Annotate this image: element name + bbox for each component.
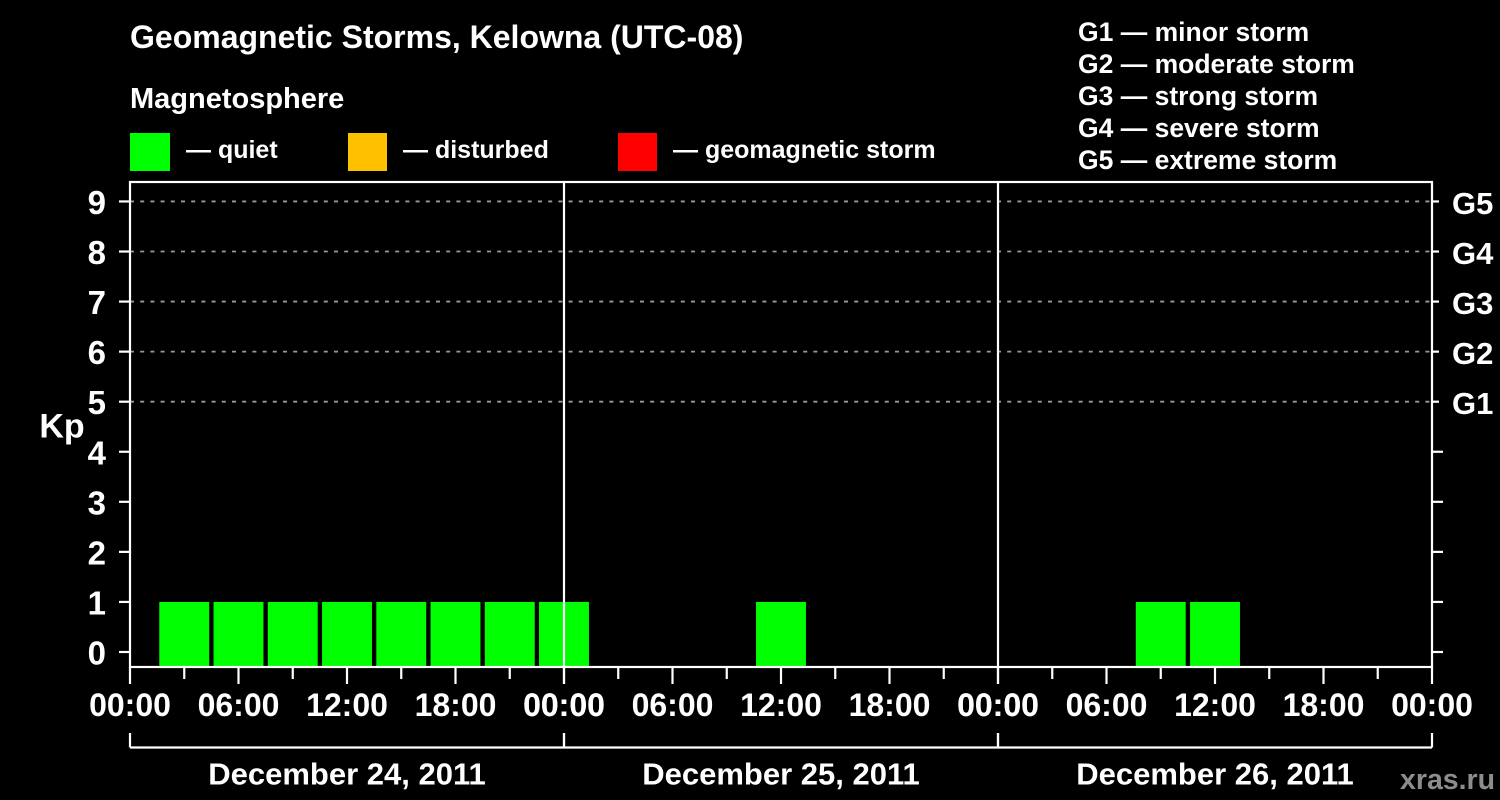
svg-text:4: 4 bbox=[88, 434, 107, 471]
svg-text:December 26, 2011: December 26, 2011 bbox=[1076, 757, 1354, 792]
svg-text:G1: G1 bbox=[1452, 386, 1493, 421]
svg-text:7: 7 bbox=[88, 284, 106, 321]
svg-text:G3: G3 bbox=[1452, 286, 1493, 321]
svg-text:18:00: 18:00 bbox=[415, 687, 497, 723]
svg-text:00:00: 00:00 bbox=[523, 687, 605, 723]
svg-text:18:00: 18:00 bbox=[1283, 687, 1365, 723]
svg-text:G5: G5 bbox=[1452, 186, 1493, 221]
svg-text:3: 3 bbox=[88, 484, 106, 521]
svg-text:12:00: 12:00 bbox=[740, 687, 822, 723]
svg-text:6: 6 bbox=[88, 334, 106, 371]
svg-text:12:00: 12:00 bbox=[1174, 687, 1256, 723]
svg-text:G2: G2 bbox=[1452, 336, 1493, 371]
svg-text:0: 0 bbox=[88, 635, 106, 672]
svg-text:06:00: 06:00 bbox=[1066, 687, 1148, 723]
svg-text:G4: G4 bbox=[1452, 236, 1494, 271]
svg-text:06:00: 06:00 bbox=[632, 687, 714, 723]
svg-text:00:00: 00:00 bbox=[1391, 687, 1473, 723]
svg-text:00:00: 00:00 bbox=[957, 687, 1039, 723]
svg-text:00:00: 00:00 bbox=[957, 687, 1039, 723]
svg-text:18:00: 18:00 bbox=[849, 687, 931, 723]
svg-text:Kp: Kp bbox=[39, 408, 84, 446]
svg-text:06:00: 06:00 bbox=[198, 687, 280, 723]
svg-text:12:00: 12:00 bbox=[306, 687, 388, 723]
svg-text:December 24, 2011: December 24, 2011 bbox=[208, 757, 486, 792]
svg-text:5: 5 bbox=[88, 384, 106, 421]
svg-text:2: 2 bbox=[88, 534, 106, 571]
svg-text:December 25, 2011: December 25, 2011 bbox=[642, 757, 920, 792]
svg-text:9: 9 bbox=[88, 184, 106, 221]
svg-text:1: 1 bbox=[88, 584, 106, 621]
svg-text:8: 8 bbox=[88, 234, 106, 271]
svg-text:00:00: 00:00 bbox=[523, 687, 605, 723]
svg-text:00:00: 00:00 bbox=[89, 687, 171, 723]
